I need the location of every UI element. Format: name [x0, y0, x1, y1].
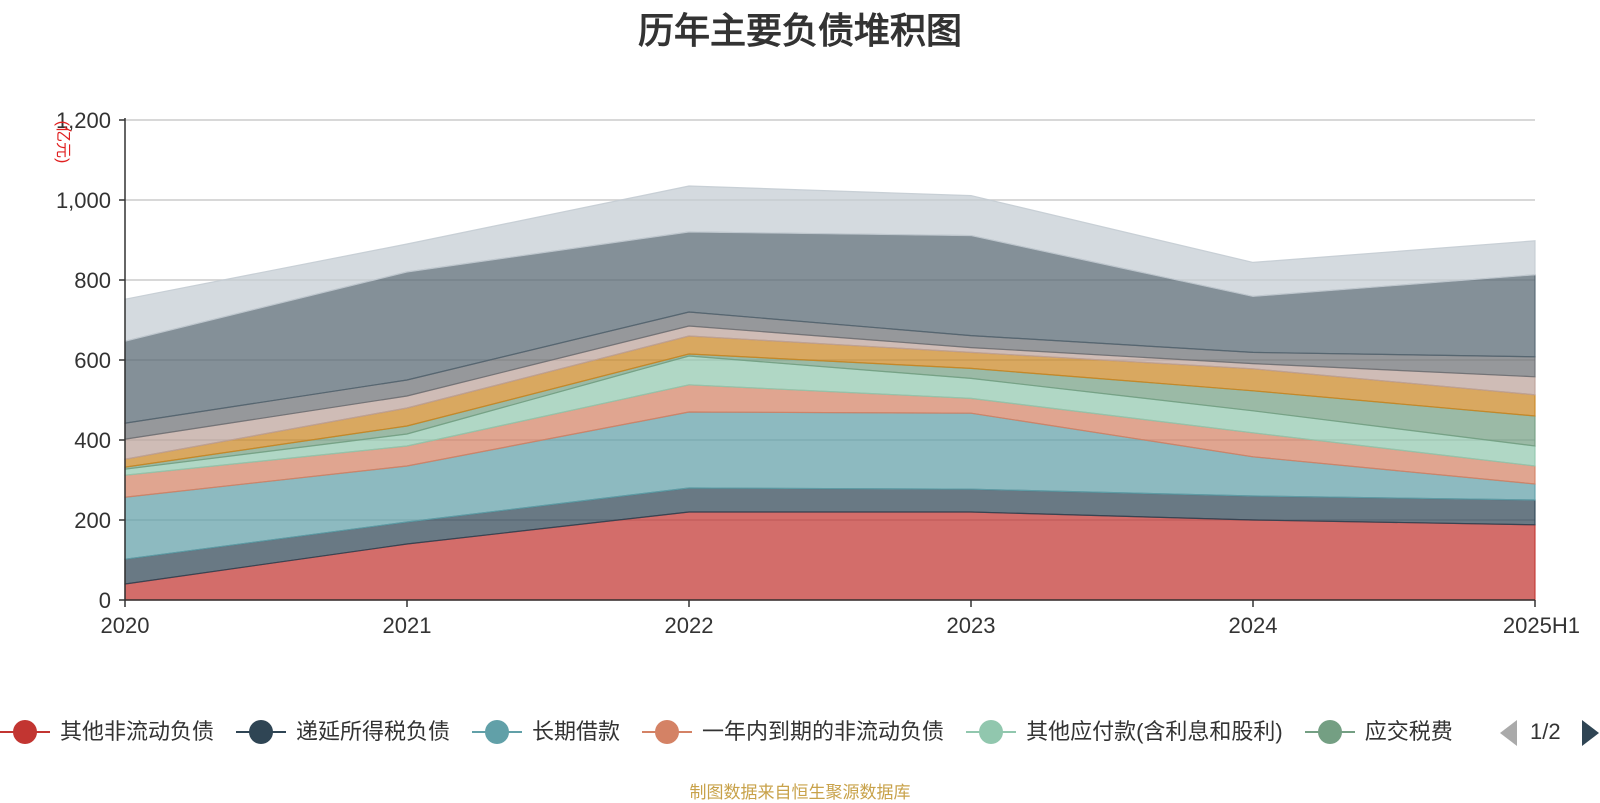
y-axis-unit-label: (亿元): [54, 121, 72, 164]
area-series-10[interactable]: [124, 185, 1536, 342]
y-tick-label: 1,200: [56, 108, 111, 133]
legend-symbol-icon: [236, 720, 287, 744]
x-tick-label: 2024: [1229, 613, 1278, 638]
x-tick-label: 2022: [665, 613, 714, 638]
x-tick-label: 2020: [101, 613, 150, 638]
legend-symbol-icon: [642, 720, 693, 744]
legend-label: 其他应付款(含利息和股利): [1026, 719, 1283, 744]
y-tick-label: 200: [74, 508, 111, 533]
axes: 0 200 400 600 800 1,000 1,200 2020 2021 2022 2023 2…: [56, 108, 1580, 638]
stacked-area-chart: 0 200 400 600 800 1,000 1,200 2020 2021 2022 2023 2…: [54, 108, 1580, 638]
legend-symbol-icon: [1304, 720, 1355, 744]
x-tick-label: 2021: [383, 613, 432, 638]
legend-label: 长期借款: [532, 719, 621, 744]
legend-symbol-icon: [0, 720, 50, 744]
legend-label: 其他非流动负债: [60, 719, 215, 744]
legend-symbol-icon: [472, 720, 523, 744]
legend-symbol-icon: [966, 720, 1017, 744]
y-tick-label: 400: [74, 428, 111, 453]
legend-label: 应交税费: [1364, 719, 1453, 744]
x-tick-label: 2023: [947, 613, 996, 638]
legend-item-1[interactable]: 递延所得税负债: [236, 712, 450, 752]
legend-next-page-button[interactable]: [1582, 720, 1599, 746]
legend-pager: 1/2: [1500, 712, 1600, 752]
legend-item-4[interactable]: 其他应付款(含利息和股利): [966, 712, 1283, 752]
y-tick-label: 800: [74, 268, 111, 293]
y-tick-label: 0: [99, 588, 111, 613]
legend-item-3[interactable]: 一年内到期的非流动负债: [642, 712, 944, 752]
legend-items: 其他非流动负债 递延所得税负债 长期借款 一年内到期的非流动负债 其他应付款(含利息和股…: [0, 712, 1478, 752]
y-tick-label: 1,000: [56, 188, 111, 213]
legend-label: 递延所得税负债: [296, 719, 451, 744]
chart-title: 历年主要负债堆积图: [637, 10, 962, 51]
area-series-layer: [124, 185, 1536, 601]
legend-page-indicator: 1/2: [1530, 719, 1561, 744]
legend-prev-page-button[interactable]: [1500, 720, 1517, 746]
y-tick-label: 600: [74, 348, 111, 373]
chart-legend: 其他非流动负债 递延所得税负债 长期借款 一年内到期的非流动负债 其他应付款(含利息和股…: [0, 712, 1600, 752]
legend-item-5[interactable]: 应交税费: [1304, 712, 1453, 752]
legend-label: 一年内到期的非流动负债: [702, 719, 945, 744]
data-source-note: 制图数据来自恒生聚源数据库: [689, 783, 911, 802]
x-tick-label: 2025H1: [1503, 613, 1580, 638]
legend-item-2[interactable]: 长期借款: [472, 712, 620, 752]
legend-item-0[interactable]: 其他非流动负债: [0, 712, 214, 752]
